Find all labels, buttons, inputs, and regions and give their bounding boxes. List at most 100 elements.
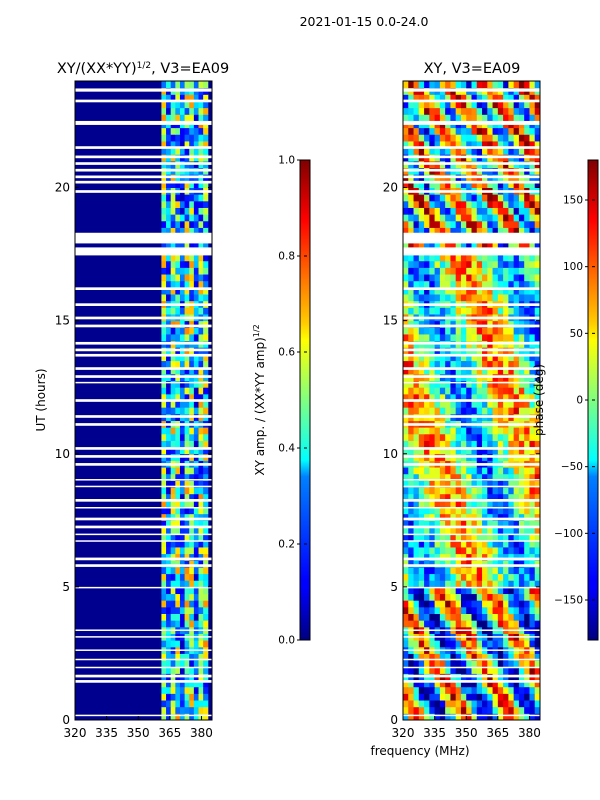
phase-cell [403,127,409,135]
amplitude-cell [193,580,200,588]
phase-cell [487,267,494,275]
amplitude-cell [184,180,190,188]
phase-cell [413,493,420,501]
phase-cell [439,706,446,714]
phase-cell [403,580,409,588]
phase-cell [418,127,425,135]
phase-cell [450,254,457,262]
phase-cell [450,480,457,488]
phase-cell [408,280,415,288]
amplitude-cell [189,580,195,588]
phase-cell [445,513,451,521]
phase-cell [408,400,415,408]
phase-cell [460,207,467,215]
phase-cell [497,660,504,668]
phase-cell [403,207,409,215]
phase-cell [413,560,420,568]
phase-cell [403,367,409,375]
x-tick-label: 335 [423,726,446,740]
phase-cell [450,380,457,388]
phase-cell [439,600,446,608]
amplitude-flagged-rows [75,88,212,717]
phase-cell [524,287,530,295]
phase-cell [403,107,409,115]
phase-cell [534,440,540,448]
phase-cell [492,320,499,328]
phase-cell [424,487,430,495]
amplitude-cell [203,487,209,495]
amplitude-cell [203,513,209,521]
phase-cell [450,680,457,688]
amplitude-cell [193,380,200,388]
phase-cell [439,473,446,481]
flagged-row [75,99,212,103]
amplitude-cell [170,553,176,561]
amplitude-cell [203,100,209,109]
phase-cell [450,393,457,401]
phase-cell [408,81,415,89]
phase-cell [466,393,472,401]
phase-cell [466,360,472,368]
amplitude-cell [166,600,172,608]
phase-cell [476,387,483,395]
phase-cell [403,480,409,488]
phase-cell [529,367,536,375]
phase-cell [513,294,520,302]
phase-cell [413,526,420,535]
amplitude-cell [203,320,209,328]
phase-cell [529,600,536,608]
amplitude-cell [184,606,190,614]
phase-cell [529,360,536,368]
phase-cell [439,367,446,375]
phase-cell [408,467,415,475]
phase-cell [403,407,409,415]
phase-cell [508,440,515,448]
amplitude-cell [166,493,172,501]
phase-cell [434,680,441,688]
phase-cell [424,207,430,215]
phase-cell [482,507,488,515]
phase-cell [445,307,451,315]
amplitude-cell [161,473,167,481]
phase-cell [450,207,457,215]
phase-cell [418,427,425,435]
phase-cell [403,713,409,720]
phase-cell [434,606,441,614]
amplitude-cell [170,660,176,668]
phase-cell [424,227,430,235]
amplitude-cell [203,207,209,215]
amplitude-cell [203,307,209,315]
phase-cell [524,260,530,268]
phase-cell [460,147,467,155]
phase-cell [524,127,530,135]
amplitude-cell [198,493,204,501]
phase-cell [503,520,509,528]
amplitude-cell [166,447,172,455]
phase-cell [439,100,446,109]
phase-cell [476,367,483,375]
phase-cell [403,620,409,628]
amplitude-cell [170,467,176,475]
phase-cell [518,480,525,488]
phase-cell [455,294,462,302]
phase-cell [439,467,446,475]
phase-cell [476,473,483,481]
phase-cell [429,693,436,701]
phase-cell [418,653,425,661]
phase-cell [487,660,494,668]
phase-cell [503,287,509,295]
amplitude-cell [193,214,200,222]
amplitude-cell [161,520,167,528]
phase-cell [408,360,415,368]
amplitude-cell [166,294,172,302]
amplitude-cell [184,393,190,401]
phase-cell [524,254,530,262]
phase-cell [418,100,425,109]
phase-cell [503,700,509,708]
amplitude-cell [175,546,181,555]
phase-cell [429,320,436,328]
phase-cell [482,526,488,535]
phase-cell [434,214,441,222]
phase-cell [518,260,525,268]
amplitude-cell [161,400,167,408]
